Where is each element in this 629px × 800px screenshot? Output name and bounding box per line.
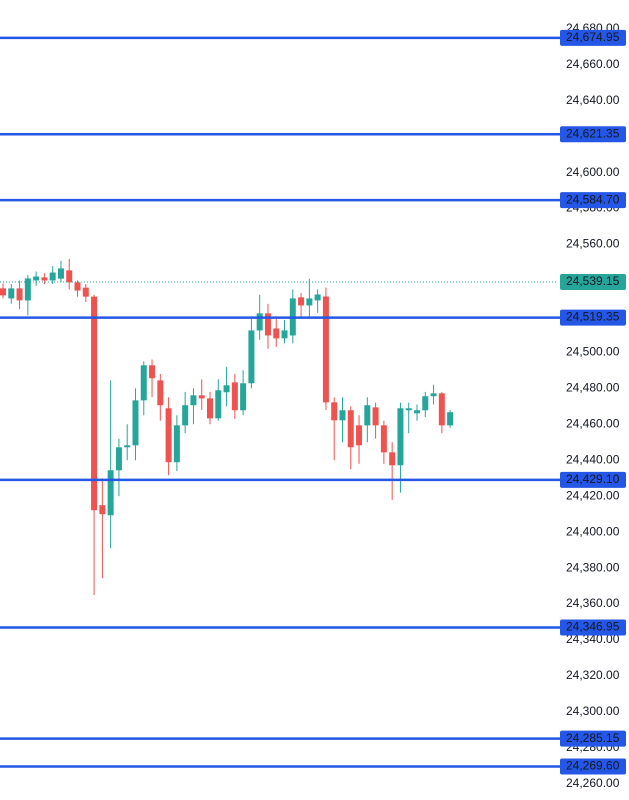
y-tick-label: 24,560.00 <box>566 237 620 251</box>
candle-body <box>372 407 379 426</box>
y-tick-label: 24,640.00 <box>566 93 620 107</box>
candle-body <box>82 287 89 297</box>
candle-body <box>149 365 156 379</box>
candle-body <box>281 330 288 339</box>
level-label: 24,674.95 <box>566 30 620 44</box>
y-tick-label: 24,300.00 <box>566 704 620 718</box>
candle-body <box>298 297 305 306</box>
level-box <box>560 619 626 636</box>
y-tick-label: 24,400.00 <box>566 524 620 538</box>
level-box <box>560 126 626 143</box>
candle-body <box>405 408 412 411</box>
candle-body <box>231 382 238 411</box>
candle-body <box>438 393 445 426</box>
y-tick-label: 24,500.00 <box>566 345 620 359</box>
candle-body <box>430 393 437 397</box>
y-tick-label: 24,660.00 <box>566 57 620 71</box>
y-tick-label: 24,600.00 <box>566 165 620 179</box>
level-box <box>560 758 626 775</box>
level-label: 24,621.35 <box>566 126 620 140</box>
candle-body <box>447 412 454 426</box>
candle-body <box>190 395 197 406</box>
candle-body <box>41 277 48 281</box>
candle-body <box>397 408 404 466</box>
candle-body <box>306 298 313 306</box>
candle-body <box>24 278 31 301</box>
candle-body <box>182 405 189 426</box>
level-label: 24,285.15 <box>566 731 620 745</box>
candle-body <box>264 313 271 336</box>
y-tick-label: 24,260.00 <box>566 776 620 790</box>
level-box <box>560 471 626 488</box>
candle-body <box>347 410 354 448</box>
candle-body <box>223 385 230 393</box>
candle-body <box>364 405 371 426</box>
candle-body <box>422 396 429 411</box>
candle-body <box>322 296 329 403</box>
level-label: 24,346.95 <box>566 620 620 634</box>
y-tick-label: 24,360.00 <box>566 596 620 610</box>
candle-body <box>331 402 338 421</box>
candle-body <box>240 383 247 411</box>
candle-body <box>198 395 205 399</box>
y-tick-label: 24,440.00 <box>566 452 620 466</box>
candle-body <box>389 452 396 466</box>
candle-body <box>380 425 387 453</box>
candle-body <box>74 282 81 291</box>
candle-body <box>124 445 131 448</box>
level-box <box>560 309 626 326</box>
candle-body <box>107 470 114 516</box>
candle-body <box>356 425 363 446</box>
level-label: 24,519.35 <box>566 310 620 324</box>
level-box <box>560 29 626 46</box>
candle-body <box>49 272 56 281</box>
candle-body <box>16 288 23 301</box>
candle-body <box>414 410 420 414</box>
candle-body <box>157 380 164 406</box>
level-box <box>560 730 626 747</box>
y-tick-label: 24,460.00 <box>566 416 620 430</box>
candle-body <box>57 268 64 279</box>
last-price-label: 24,539.15 <box>566 274 620 288</box>
candle-body <box>165 408 172 463</box>
candle-body <box>256 313 263 331</box>
y-tick-label: 24,340.00 <box>566 632 620 646</box>
y-tick-label: 24,420.00 <box>566 488 620 502</box>
level-label: 24,269.60 <box>566 759 620 773</box>
candle-body <box>91 296 98 511</box>
level-label: 24,584.70 <box>566 192 620 206</box>
candle-body <box>314 294 321 301</box>
candle-body <box>0 288 6 296</box>
candle-body <box>339 410 346 421</box>
last-price-box <box>560 273 626 290</box>
candle-body <box>207 398 213 419</box>
candle-body <box>140 365 147 401</box>
candle-body <box>273 328 280 339</box>
candle-body <box>215 390 222 419</box>
candle-body <box>33 276 40 281</box>
y-tick-label: 24,380.00 <box>566 560 620 574</box>
candle-body <box>132 400 139 446</box>
candle-body <box>115 447 122 471</box>
level-box <box>560 192 626 209</box>
candle-body <box>248 330 255 384</box>
y-tick-label: 24,480.00 <box>566 380 620 394</box>
candle-body <box>8 288 15 299</box>
candle-body <box>173 425 180 463</box>
candle-body <box>66 270 73 283</box>
y-tick-label: 24,320.00 <box>566 668 620 682</box>
level-label: 24,429.10 <box>566 472 620 486</box>
candle-body <box>99 505 106 515</box>
